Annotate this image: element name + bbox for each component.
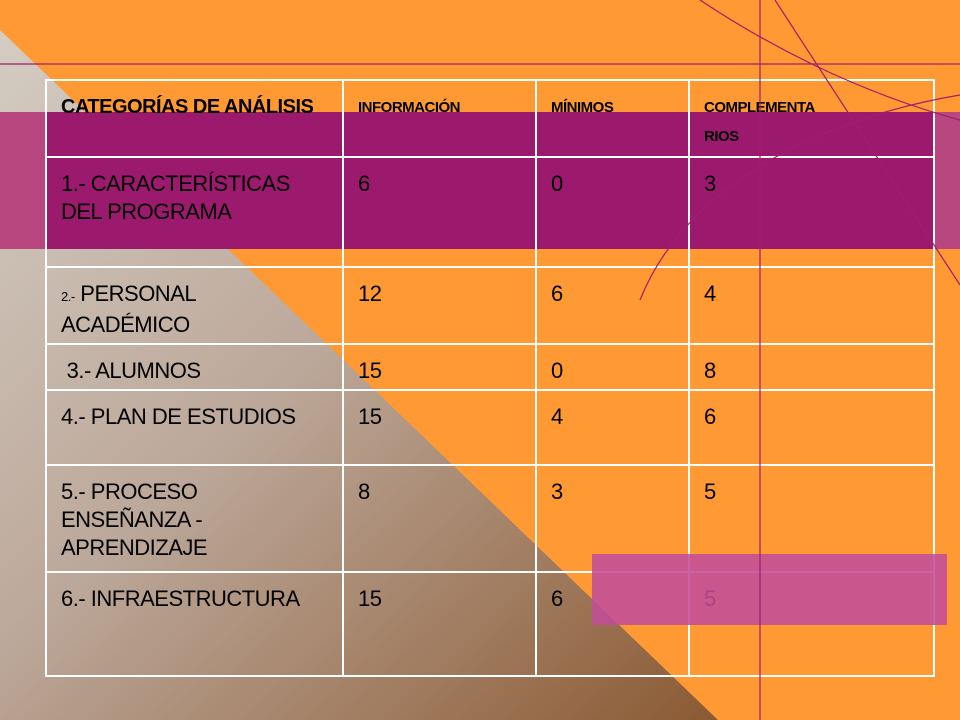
row-category: 4.- PLAN DE ESTUDIOS — [45, 389, 344, 466]
header-complementarios-line1: COMPLEMENTA — [704, 99, 815, 116]
analysis-table: CATEGORÍAS DE ANÁLISIS INFORMACIÓN MÍNIM… — [45, 79, 935, 677]
row-complementarios-value: 4 — [688, 266, 935, 345]
header-category: CATEGORÍAS DE ANÁLISIS — [45, 79, 344, 158]
row-minimos-value: 6 — [535, 571, 690, 677]
table-row: 3.- ALUMNOS 15 0 8 — [45, 343, 935, 391]
row-category-number: 2.- — [61, 289, 75, 304]
row-category: 5.- PROCESO ENSEÑANZA -APRENDIZAJE — [45, 464, 344, 573]
row-minimos-value: 0 — [535, 156, 690, 268]
row-complementarios-value: 6 — [688, 389, 935, 466]
row-complementarios-value: 5 — [688, 464, 935, 573]
row-info-value: 15 — [342, 571, 537, 677]
table-row: 2.- PERSONAL ACADÉMICO 12 6 4 — [45, 266, 935, 345]
table-row: 1.- CARACTERÍSTICAS DEL PROGRAMA 6 0 3 — [45, 156, 935, 268]
row-category: 6.- INFRAESTRUCTURA — [45, 571, 344, 677]
row-info-value: 6 — [342, 156, 537, 268]
row-minimos-value: 6 — [535, 266, 690, 345]
row-info-value: 15 — [342, 343, 537, 391]
row-info-value: 8 — [342, 464, 537, 573]
table-row: 4.- PLAN DE ESTUDIOS 15 4 6 — [45, 389, 935, 466]
table-header-row: CATEGORÍAS DE ANÁLISIS INFORMACIÓN MÍNIM… — [45, 79, 935, 158]
row-info-value: 15 — [342, 389, 537, 466]
row-minimos-value: 4 — [535, 389, 690, 466]
header-complementarios-line2: RIOS — [704, 128, 739, 145]
row-category: 1.- CARACTERÍSTICAS DEL PROGRAMA — [45, 156, 344, 268]
header-minimos: MÍNIMOS — [535, 79, 690, 158]
header-informacion: INFORMACIÓN — [342, 79, 537, 158]
table-row: 6.- INFRAESTRUCTURA 15 6 5 — [45, 571, 935, 677]
row-minimos-value: 0 — [535, 343, 690, 391]
row-category-text: PERSONAL ACADÉMICO — [61, 281, 200, 337]
table-row: 5.- PROCESO ENSEÑANZA -APRENDIZAJE 8 3 5 — [45, 464, 935, 573]
row-complementarios-value: 3 — [688, 156, 935, 268]
magenta-band-left-highlight — [0, 112, 46, 249]
row-complementarios-value: 5 — [688, 571, 935, 677]
magenta-band-right-highlight — [933, 112, 960, 249]
row-category: 3.- ALUMNOS — [45, 343, 344, 391]
row-category: 2.- PERSONAL ACADÉMICO — [45, 266, 344, 345]
row-info-value: 12 — [342, 266, 537, 345]
header-complementarios: COMPLEMENTA RIOS — [688, 79, 935, 158]
row-complementarios-value: 8 — [688, 343, 935, 391]
row-minimos-value: 3 — [535, 464, 690, 573]
